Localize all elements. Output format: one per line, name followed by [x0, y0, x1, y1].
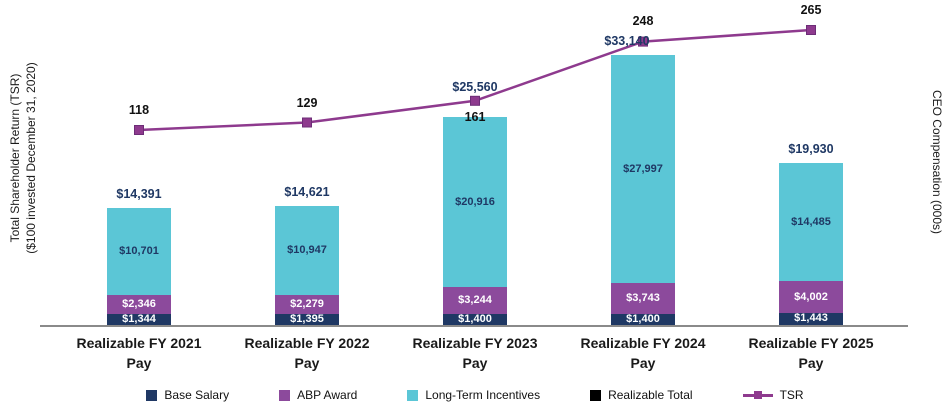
category-line1: Realizable FY 2022	[244, 335, 370, 351]
bar-segment-value-label: $2,346	[122, 297, 156, 310]
x-axis-category-label: Realizable FY 2021 Pay	[49, 334, 229, 373]
bar-segment-abp-award: $2,346	[107, 294, 171, 315]
realizable-total-label: $14,621	[284, 184, 330, 199]
bar-segment-value-label: $3,244	[458, 294, 492, 307]
tsr-value-label: 161	[464, 109, 486, 124]
left-y-axis-title-line1: Total Shareholder Return (TSR)	[8, 73, 22, 243]
bar-segment-value-label: $1,344	[122, 313, 156, 326]
category-line2: Pay	[462, 354, 488, 371]
legend-label: Long-Term Incentives	[425, 388, 541, 402]
bar-segment-abp-award: $2,279	[275, 295, 339, 314]
bar-segment-base-salary: $1,400	[443, 312, 507, 325]
left-y-axis-title-line2: ($100 invested December 31, 2020)	[24, 62, 38, 254]
bar-segment-value-label: $3,743	[626, 292, 660, 305]
bar-segment-base-salary: $1,344	[107, 314, 171, 325]
bar-segment-value-label: $1,395	[290, 312, 324, 325]
x-axis-line	[40, 325, 908, 327]
right-y-axis-title: CEO Compensation (000s)	[930, 89, 944, 235]
realizable-total-label: $33,140	[604, 34, 650, 48]
tsr-value-label: 248	[632, 13, 654, 28]
bar-segment-abp-award: $4,002	[779, 280, 843, 314]
legend-item-base-salary: Base Salary	[146, 388, 229, 402]
legend-item-realizable-total: Realizable Total	[590, 388, 693, 402]
left-y-axis-title: Total Shareholder Return (TSR) ($100 inv…	[7, 0, 41, 328]
tsr-value-label: 129	[296, 95, 318, 110]
legend-swatch-icon	[279, 389, 291, 401]
bar-segment-value-label: $14,485	[791, 215, 831, 228]
category-line1: Realizable FY 2024	[580, 335, 706, 351]
realizable-total-label: $19,930	[788, 141, 834, 156]
bar-segment-value-label: $1,443	[794, 312, 828, 325]
bar-segment-long-term-incentives: $10,947	[275, 205, 339, 296]
bar-segment-abp-award: $3,743	[611, 283, 675, 314]
bar-segment-long-term-incentives: $20,916	[443, 116, 507, 288]
category-line2: Pay	[630, 354, 656, 371]
category-line1: Realizable FY 2025	[748, 335, 874, 351]
bar-segment-abp-award: $3,244	[443, 287, 507, 314]
legend-label: ABP Award	[297, 388, 358, 402]
realizable-total-label: $25,560	[452, 79, 498, 94]
category-line2: Pay	[294, 354, 320, 371]
legend-label: TSR	[779, 388, 804, 402]
x-axis-category-label: Realizable FY 2023 Pay	[385, 334, 565, 373]
bar-segment-long-term-incentives: $14,485	[779, 162, 843, 281]
category-line2: Pay	[798, 354, 824, 371]
bar-segment-value-label: $4,002	[794, 290, 828, 303]
category-line1: Realizable FY 2023	[412, 335, 538, 351]
legend-item-tsr: TSR	[742, 388, 804, 402]
tsr-value-label: 265	[800, 3, 822, 17]
bar-segment-value-label: $27,997	[623, 163, 663, 175]
legend-item-abp-award: ABP Award	[279, 388, 357, 402]
x-axis-category-label: Realizable FY 2025 Pay	[721, 334, 901, 373]
bar-segment-long-term-incentives: $10,701	[107, 207, 171, 295]
tsr-line-swatch-icon	[742, 390, 773, 401]
bar-segment-value-label: $1,400	[626, 312, 660, 325]
legend-swatch-icon	[407, 389, 419, 401]
bar-segment-value-label: $10,701	[119, 244, 159, 257]
legend-swatch-icon	[590, 389, 602, 401]
category-line2: Pay	[126, 354, 152, 371]
bar-segment-value-label: $1,400	[458, 312, 492, 325]
bar-segment-value-label: $20,916	[455, 195, 495, 208]
x-axis-category-label: Realizable FY 2022 Pay	[217, 334, 397, 373]
legend-swatch-icon	[146, 389, 158, 401]
bar-segment-base-salary: $1,395	[275, 312, 339, 325]
legend: Base Salary ABP Award Long-Term Incentives…	[0, 388, 950, 402]
x-axis-category-label: Realizable FY 2024 Pay	[553, 334, 733, 373]
legend-label: Base Salary	[164, 388, 230, 402]
bar-segment-value-label: $2,279	[290, 298, 324, 311]
bar-segment-base-salary: $1,443	[779, 312, 843, 325]
bar-segment-base-salary: $1,400	[611, 312, 675, 325]
bar-segment-value-label: $10,947	[287, 243, 327, 256]
tsr-value-label: 118	[128, 103, 150, 117]
legend-label: Realizable Total	[608, 388, 693, 402]
realizable-total-label: $14,391	[116, 186, 162, 201]
category-line1: Realizable FY 2021	[76, 335, 202, 351]
legend-item-long-term-incentives: Long-Term Incentives	[407, 388, 540, 402]
